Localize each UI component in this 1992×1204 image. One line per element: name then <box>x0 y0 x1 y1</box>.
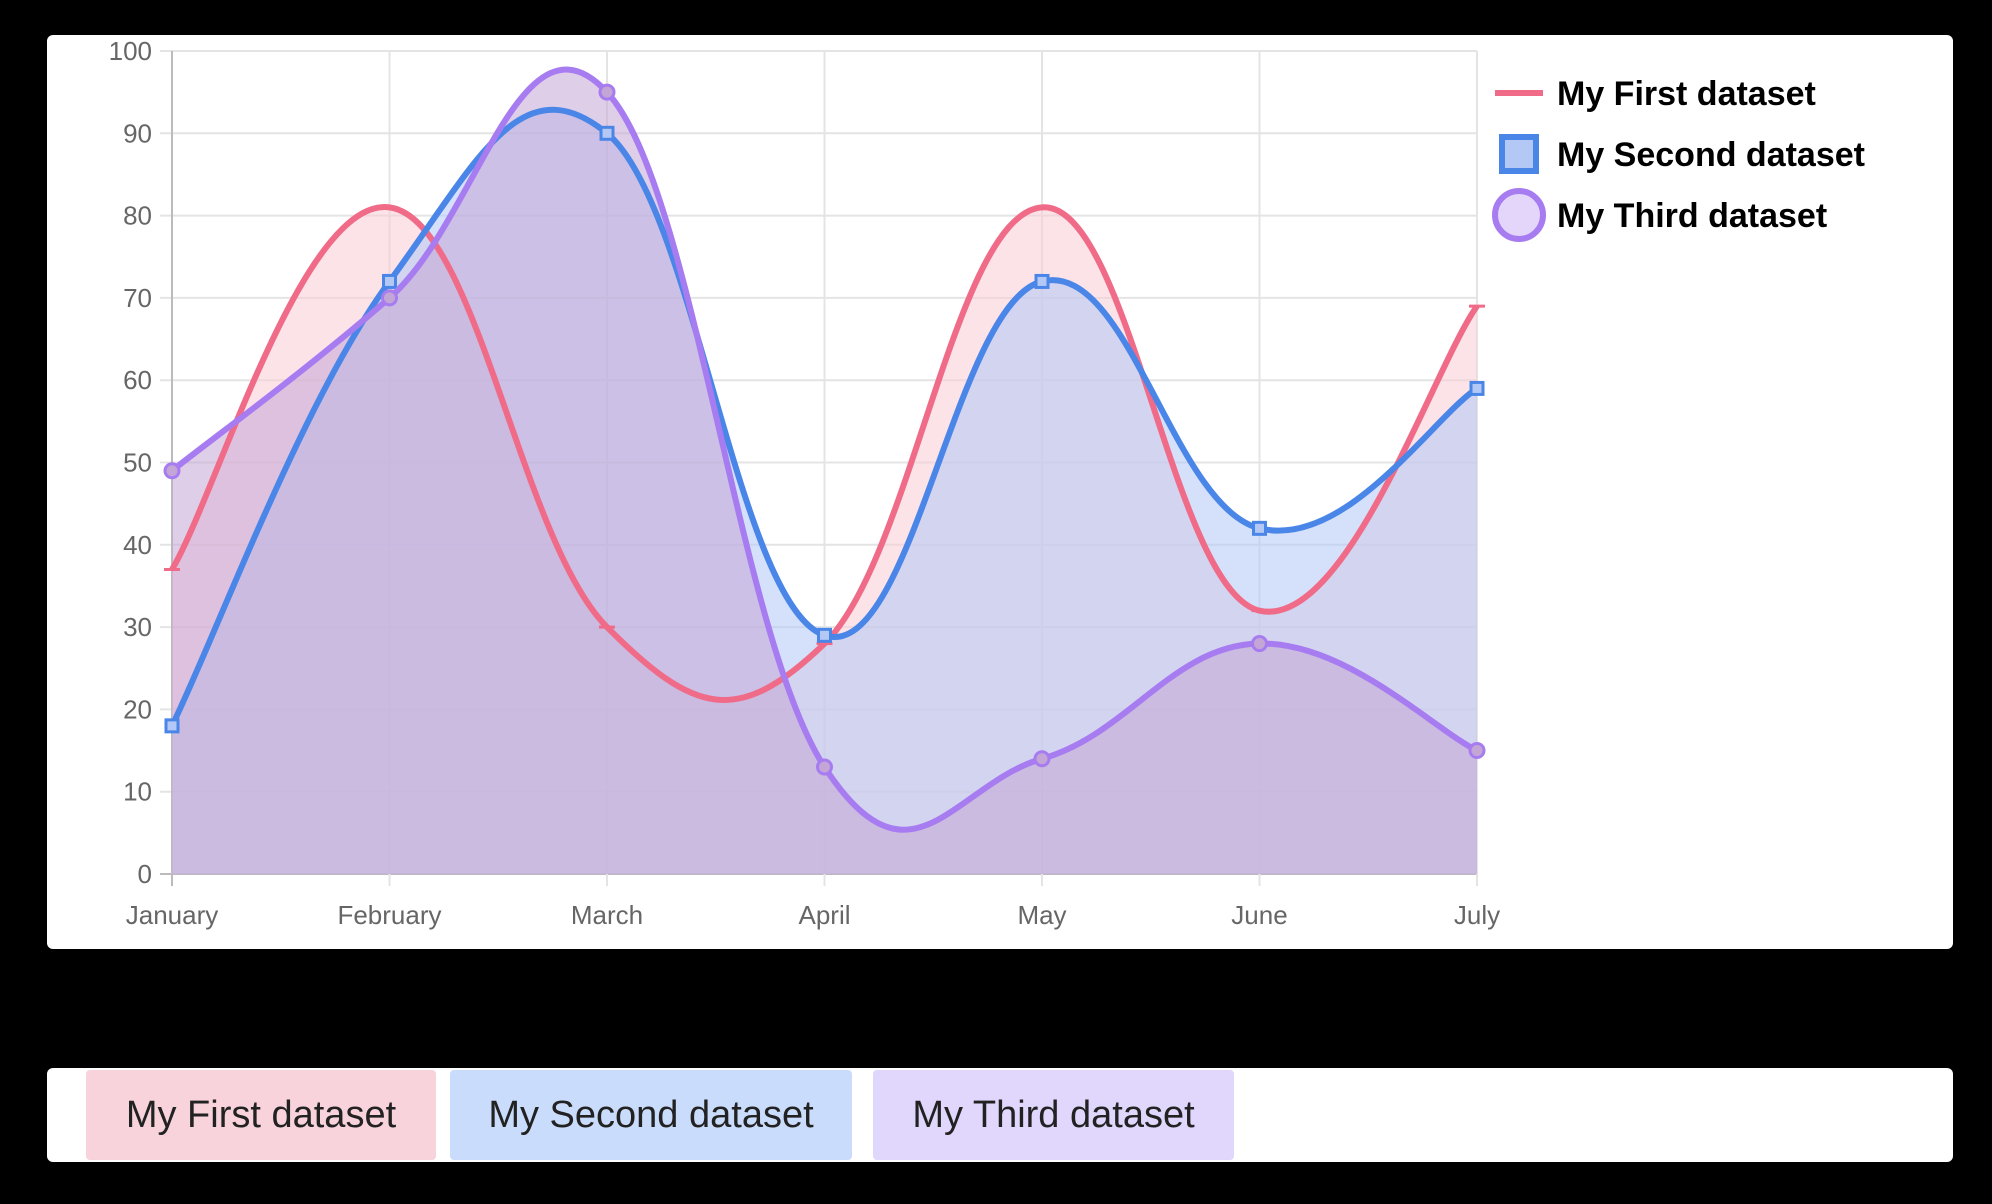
data-point <box>163 462 181 480</box>
legend: My First dataset My Second dataset My Thir… <box>1492 75 1865 242</box>
series-1 <box>164 204 1485 703</box>
y-tick-label: 70 <box>123 283 152 313</box>
data-point <box>599 125 615 141</box>
legend-label: My First dataset <box>1557 75 1816 113</box>
data-point <box>1469 380 1485 396</box>
series-2 <box>164 106 1485 734</box>
data-point <box>381 289 398 307</box>
y-tick-label: 10 <box>123 777 152 807</box>
y-tick-label: 40 <box>123 530 152 560</box>
y-tick-label: 60 <box>123 365 152 395</box>
data-point <box>816 758 833 776</box>
chart-card: 0 10 20 30 40 50 60 70 80 90 100 January February Mar… <box>47 35 1953 949</box>
legend-label: My Third dataset <box>1557 197 1827 235</box>
data-point <box>1252 520 1267 536</box>
x-tick-label: May <box>1017 900 1066 930</box>
data-point <box>817 627 832 643</box>
data-point <box>164 718 180 734</box>
line-chart: 0 10 20 30 40 50 60 70 80 90 100 January February Mar… <box>109 36 1865 930</box>
series-3 <box>163 66 1486 833</box>
y-tick-label: 30 <box>123 612 152 642</box>
y-tick-label: 80 <box>123 201 152 231</box>
x-tick-label: January <box>126 900 219 930</box>
toggle-third-dataset-button[interactable]: My Third dataset <box>873 1070 1234 1160</box>
data-point <box>1034 273 1050 289</box>
x-tick-label: March <box>571 900 643 930</box>
y-tick-label: 50 <box>123 448 152 478</box>
x-tick-label: July <box>1454 900 1500 930</box>
legend-marker <box>1499 134 1539 174</box>
data-point <box>1033 750 1051 768</box>
x-tick-label: June <box>1231 900 1287 930</box>
dataset-toggle-bar: My First dataset My Second dataset My Th… <box>47 1068 1953 1162</box>
y-tick-label: 0 <box>138 859 152 889</box>
y-tick-label: 90 <box>123 118 152 148</box>
area-fill-series-3 <box>172 69 1477 875</box>
toggle-second-dataset-button[interactable]: My Second dataset <box>450 1070 852 1160</box>
toggle-first-dataset-button[interactable]: My First dataset <box>86 1070 436 1160</box>
data-point <box>1251 635 1268 653</box>
y-tick-label: 20 <box>123 694 152 724</box>
area-fills <box>172 69 1477 875</box>
legend-label: My Second dataset <box>1557 136 1865 174</box>
x-tick-label: February <box>337 900 441 930</box>
y-tick-label: 100 <box>109 36 152 66</box>
series-line-3 <box>170 66 1479 833</box>
legend-marker <box>1492 188 1546 242</box>
data-point <box>1468 742 1486 760</box>
data-point <box>598 83 616 101</box>
x-tick-label: April <box>798 900 850 930</box>
data-point <box>382 273 397 289</box>
